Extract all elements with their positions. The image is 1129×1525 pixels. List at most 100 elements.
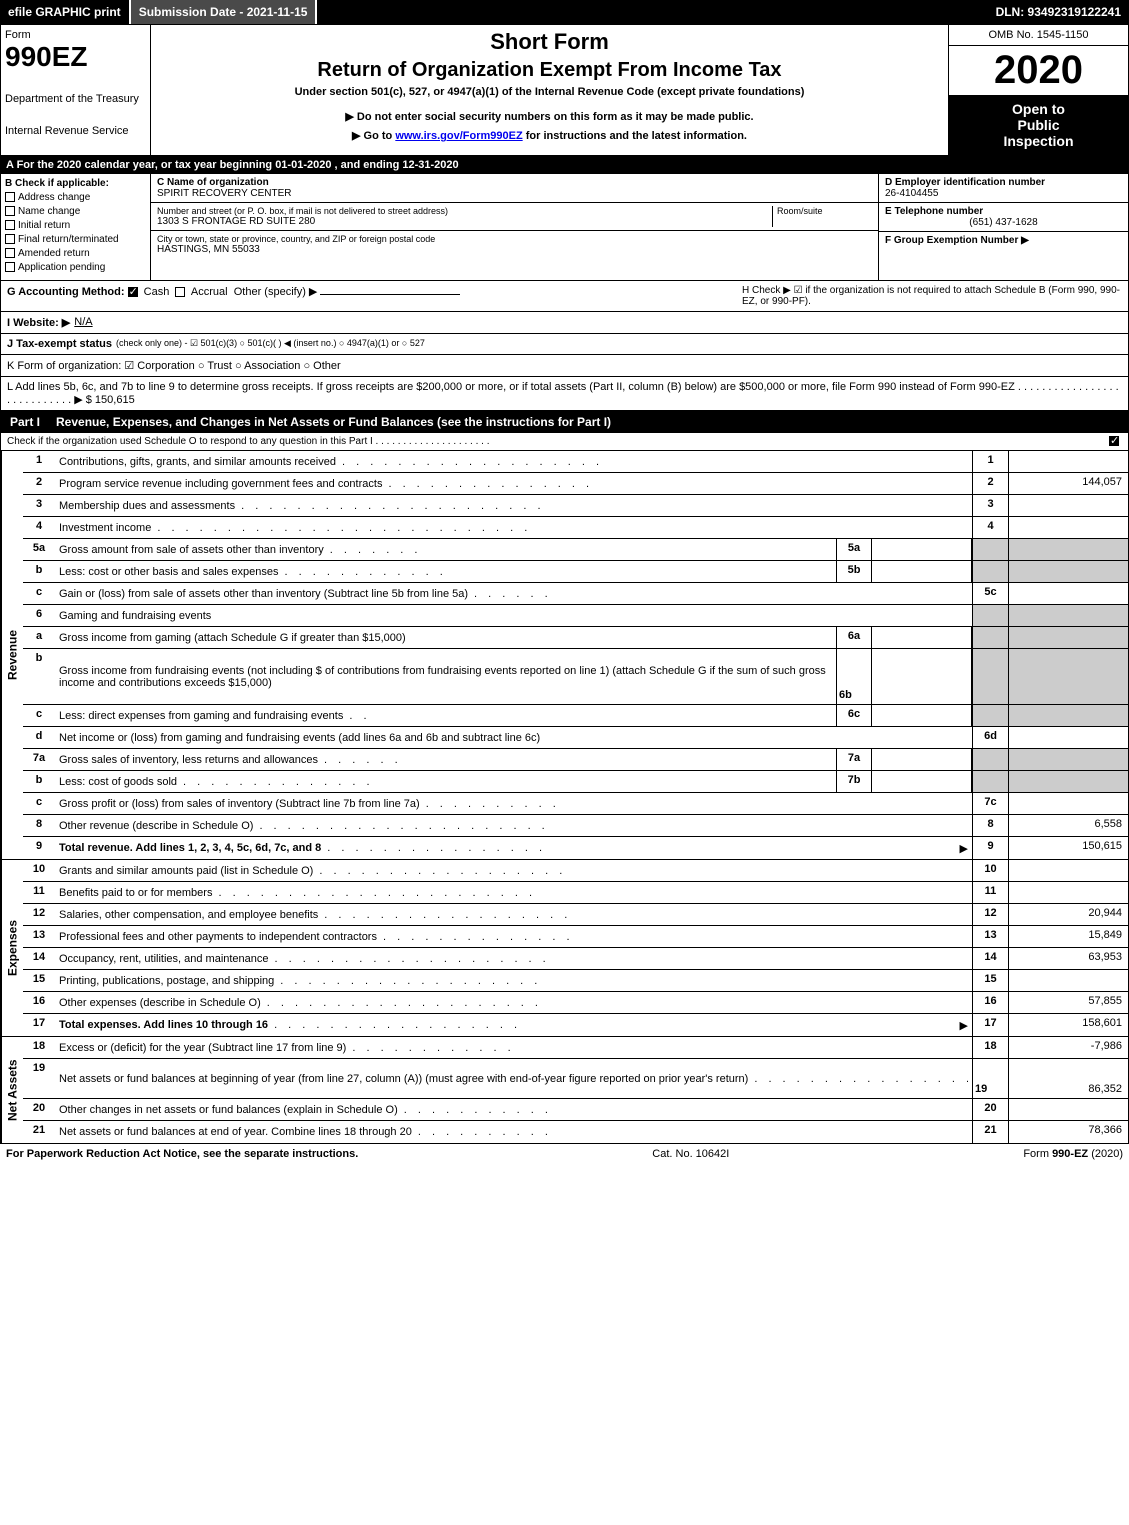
row-6d: dNet income or (loss) from gaming and fu… — [23, 727, 1128, 749]
row-10: 10Grants and similar amounts paid (list … — [23, 860, 1128, 882]
row-6a: aGross income from gaming (attach Schedu… — [23, 627, 1128, 649]
net-assets-label: Net Assets — [1, 1037, 23, 1143]
part-1-label: Part I — [0, 411, 50, 433]
header-right: OMB No. 1545-1150 2020 Open to Public In… — [948, 25, 1128, 155]
form-ref: Form 990-EZ (2020) — [1023, 1148, 1123, 1160]
row-19: 19Net assets or fund balances at beginni… — [23, 1059, 1128, 1099]
ein-label: D Employer identification number — [885, 177, 1122, 188]
department: Department of the Treasury — [5, 93, 146, 105]
cb-application-pending[interactable]: Application pending — [5, 262, 146, 273]
page-footer: For Paperwork Reduction Act Notice, see … — [0, 1144, 1129, 1164]
cb-final-return[interactable]: Final return/terminated — [5, 234, 146, 245]
submission-date: Submission Date - 2021-11-15 — [131, 0, 318, 24]
org-name-row: C Name of organization SPIRIT RECOVERY C… — [151, 174, 878, 203]
note-link-post: for instructions and the latest informat… — [523, 130, 747, 142]
row-6c: cLess: direct expenses from gaming and f… — [23, 705, 1128, 727]
part-1-sub-text: Check if the organization used Schedule … — [7, 436, 489, 447]
row-20: 20Other changes in net assets or fund ba… — [23, 1099, 1128, 1121]
row-6b: bGross income from fundraising events (n… — [23, 649, 1128, 705]
revenue-table: 1Contributions, gifts, grants, and simil… — [23, 451, 1128, 859]
row-i: I Website: ▶ N/A — [0, 312, 1129, 334]
row-12: 12Salaries, other compensation, and empl… — [23, 904, 1128, 926]
form-header: Form 990EZ Department of the Treasury In… — [0, 24, 1129, 156]
entity-block: B Check if applicable: Address change Na… — [0, 174, 1129, 281]
box-d: D Employer identification number 26-4104… — [879, 174, 1128, 203]
cash-label: Cash — [144, 286, 170, 298]
expenses-section: Expenses 10Grants and similar amounts pa… — [0, 860, 1129, 1037]
tax-exempt-sub: (check only one) - ☑ 501(c)(3) ○ 501(c)(… — [116, 338, 425, 350]
row-5b: bLess: cost or other basis and sales exp… — [23, 561, 1128, 583]
row-5a: 5aGross amount from sale of assets other… — [23, 539, 1128, 561]
arrow-icon: ▶ — [960, 1019, 968, 1032]
box-c: C Name of organization SPIRIT RECOVERY C… — [151, 174, 878, 280]
addr-label: Number and street (or P. O. box, if mail… — [157, 206, 772, 216]
box-f: F Group Exemption Number ▶ — [879, 232, 1128, 249]
other-line[interactable] — [320, 294, 460, 295]
irs: Internal Revenue Service — [5, 125, 146, 137]
note-link: ▶ Go to www.irs.gov/Form990EZ for instru… — [155, 129, 944, 142]
cb-address-change[interactable]: Address change — [5, 192, 146, 203]
inspect-2: Public — [953, 117, 1124, 133]
paperwork-notice: For Paperwork Reduction Act Notice, see … — [6, 1148, 358, 1160]
row-13: 13Professional fees and other payments t… — [23, 926, 1128, 948]
form-number: 990EZ — [5, 41, 146, 73]
box-b-label: B Check if applicable: — [5, 178, 146, 189]
cb-cash[interactable] — [128, 287, 138, 297]
row-1: 1Contributions, gifts, grants, and simil… — [23, 451, 1128, 473]
org-name-label: C Name of organization — [157, 177, 872, 188]
acct-method-label: G Accounting Method: — [7, 286, 125, 298]
line-a-period: A For the 2020 calendar year, or tax yea… — [0, 156, 1129, 174]
phone-value: (651) 437-1628 — [885, 217, 1122, 228]
cb-name-change[interactable]: Name change — [5, 206, 146, 217]
form-word: Form — [5, 29, 146, 41]
row-6: 6Gaming and fundraising events — [23, 605, 1128, 627]
dln: DLN: 93492319122241 — [988, 0, 1129, 24]
inspect-1: Open to — [953, 101, 1124, 117]
row-8: 8Other revenue (describe in Schedule O).… — [23, 815, 1128, 837]
org-name: SPIRIT RECOVERY CENTER — [157, 188, 872, 199]
note-ssn: ▶ Do not enter social security numbers o… — [155, 110, 944, 123]
row-l: L Add lines 5b, 6c, and 7b to line 9 to … — [0, 377, 1129, 411]
expenses-label: Expenses — [1, 860, 23, 1036]
row-17: 17Total expenses. Add lines 10 through 1… — [23, 1014, 1128, 1036]
cb-initial-return[interactable]: Initial return — [5, 220, 146, 231]
part-1-title: Revenue, Expenses, and Changes in Net As… — [50, 411, 1129, 433]
row-2: 2Program service revenue including gover… — [23, 473, 1128, 495]
omb-number: OMB No. 1545-1150 — [949, 25, 1128, 46]
row-4: 4Investment income. . . . . . . . . . . … — [23, 517, 1128, 539]
row-g-h: G Accounting Method: Cash Accrual Other … — [0, 281, 1129, 312]
inspect-3: Inspection — [953, 133, 1124, 149]
cat-number: Cat. No. 10642I — [652, 1148, 729, 1160]
row-7a: 7aGross sales of inventory, less returns… — [23, 749, 1128, 771]
net-assets-table: 18Excess or (deficit) for the year (Subt… — [23, 1037, 1128, 1143]
row-14: 14Occupancy, rent, utilities, and mainte… — [23, 948, 1128, 970]
cb-amended-return[interactable]: Amended return — [5, 248, 146, 259]
box-h: H Check ▶ ☑ if the organization is not r… — [742, 285, 1122, 307]
city-label: City or town, state or province, country… — [157, 234, 872, 244]
row-j: J Tax-exempt status (check only one) - ☑… — [0, 334, 1129, 355]
row-11: 11Benefits paid to or for members. . . .… — [23, 882, 1128, 904]
row-5c: cGain or (loss) from sale of assets othe… — [23, 583, 1128, 605]
irs-link[interactable]: www.irs.gov/Form990EZ — [395, 130, 522, 142]
cb-accrual[interactable] — [175, 287, 185, 297]
row-7b: bLess: cost of goods sold. . . . . . . .… — [23, 771, 1128, 793]
org-addr-row: Number and street (or P. O. box, if mail… — [151, 203, 878, 231]
cb-schedule-o[interactable] — [1109, 436, 1119, 446]
note-link-pre: ▶ Go to — [352, 130, 395, 142]
arrow-icon: ▶ — [960, 842, 968, 855]
part-1-sub: Check if the organization used Schedule … — [0, 433, 1129, 451]
tax-year: 2020 — [949, 46, 1128, 95]
box-g: G Accounting Method: Cash Accrual Other … — [7, 285, 460, 298]
org-city: HASTINGS, MN 55033 — [157, 244, 872, 255]
efile-print[interactable]: efile GRAPHIC print — [0, 0, 131, 24]
row-16: 16Other expenses (describe in Schedule O… — [23, 992, 1128, 1014]
header-center: Short Form Return of Organization Exempt… — [151, 25, 948, 155]
org-city-row: City or town, state or province, country… — [151, 231, 878, 258]
box-e: E Telephone number (651) 437-1628 — [879, 203, 1128, 232]
revenue-section: Revenue 1Contributions, gifts, grants, a… — [0, 451, 1129, 860]
tax-exempt-label: J Tax-exempt status — [7, 338, 112, 350]
box-b: B Check if applicable: Address change Na… — [1, 174, 151, 280]
other-label: Other (specify) ▶ — [234, 286, 318, 298]
accrual-label: Accrual — [191, 286, 228, 298]
title-return: Return of Organization Exempt From Incom… — [155, 59, 944, 82]
